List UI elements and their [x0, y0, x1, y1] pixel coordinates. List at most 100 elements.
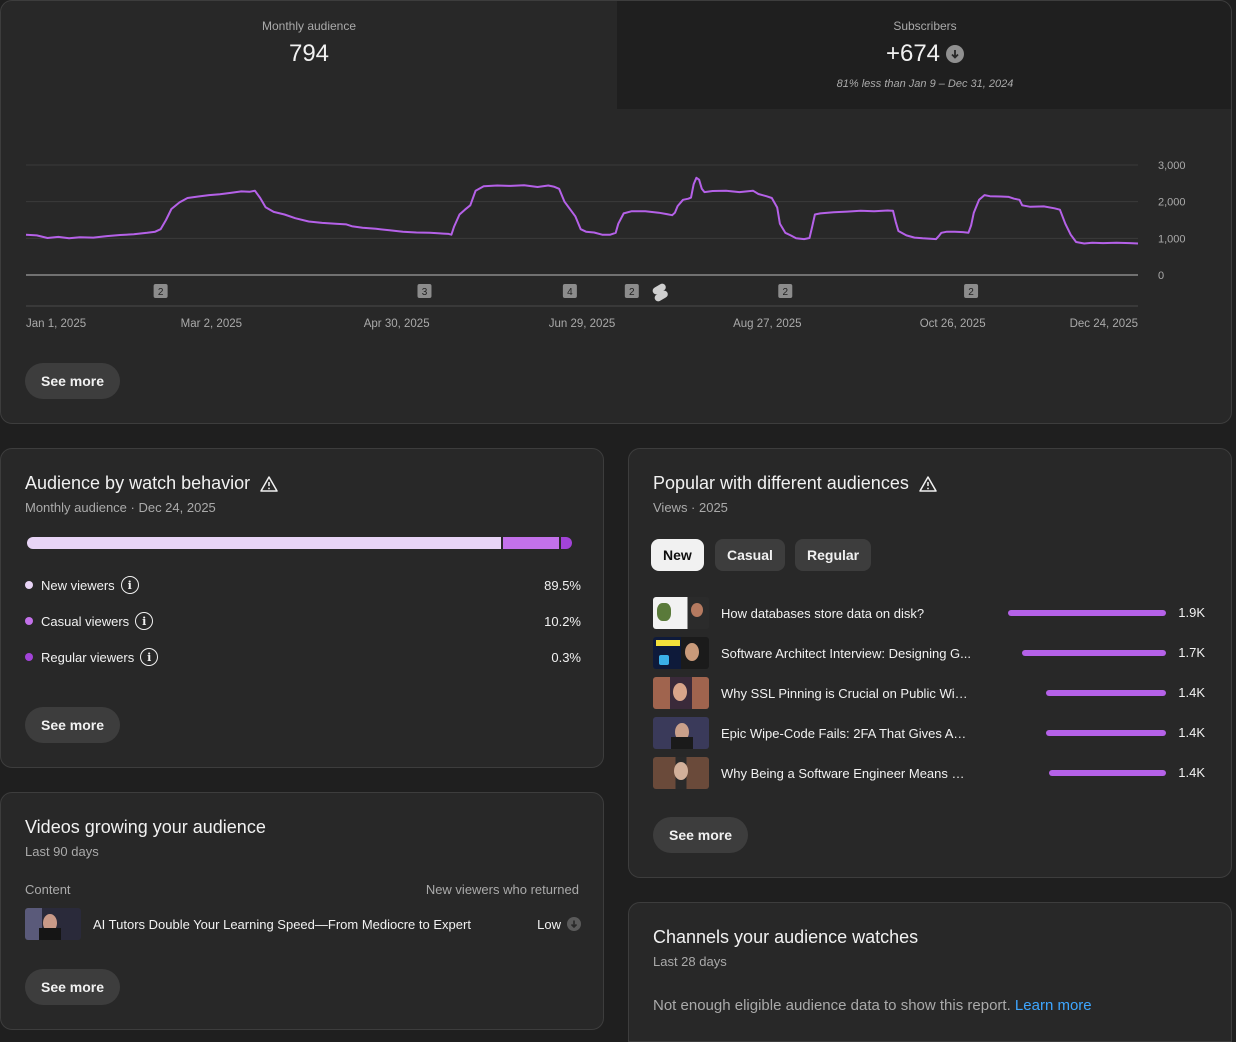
legend-label: Regular viewers	[41, 649, 135, 665]
series-line-monthly-audience[interactable]	[25, 176, 1139, 245]
legend-value: 0.3%	[551, 649, 581, 665]
video-thumbnail[interactable]	[653, 677, 709, 709]
legend-casual-viewers: Casual viewers i 10.2%	[25, 611, 581, 631]
views-bar-fill	[1049, 770, 1166, 776]
video-title[interactable]: Software Architect Interview: Designing …	[721, 645, 971, 661]
views-bar	[1008, 610, 1166, 616]
metric-tab-subscribers[interactable]: Subscribers +674 81% less than Jan 9 – D…	[617, 1, 1231, 109]
legend-label: New viewers	[41, 577, 115, 593]
x-tick-label: Oct 26, 2025	[920, 318, 986, 330]
views-value: 1.4K	[1178, 725, 1205, 740]
x-tick-label: Dec 24, 2025	[1070, 318, 1138, 330]
y-tick-label: 3,000	[1158, 160, 1186, 172]
card-subtitle: Last 90 days	[25, 844, 99, 859]
metric-label: Subscribers	[893, 19, 957, 33]
stacked-bar-segment-new-viewers[interactable]	[27, 537, 502, 549]
warning-icon[interactable]	[260, 475, 278, 493]
card-title: Audience by watch behavior	[25, 473, 278, 494]
info-icon[interactable]: i	[135, 612, 154, 630]
column-header-content: Content	[25, 882, 71, 897]
y-tick-label: 1,000	[1158, 233, 1186, 245]
upload-marker-count: 4	[567, 287, 573, 298]
stacked-bar-segment-regular-viewers[interactable]	[561, 537, 573, 549]
info-icon[interactable]: i	[140, 648, 159, 666]
video-title[interactable]: AI Tutors Double Your Learning Speed—Fro…	[93, 916, 471, 932]
views-bar-fill	[1045, 690, 1166, 696]
card-title: Channels your audience watches	[653, 927, 919, 947]
views-value: 1.4K	[1178, 685, 1205, 700]
legend-regular-viewers: Regular viewers i 0.3%	[25, 647, 581, 667]
popular-video-row[interactable]: Epic Wipe-Code Fails: 2FA That Gives Awa…	[653, 717, 1205, 749]
upload-marker[interactable]	[624, 284, 639, 298]
views-bar	[1008, 690, 1166, 696]
upload-marker-count: 2	[783, 287, 789, 298]
views-bar-fill	[1008, 610, 1166, 616]
y-tick-label: 0	[1158, 270, 1164, 282]
card-subtitle: Views · 2025	[653, 500, 728, 515]
channels-audience-watches-card: Channels your audience watches Last 28 d…	[628, 902, 1232, 1042]
upload-marker[interactable]	[417, 284, 432, 298]
chip-regular[interactable]: Regular	[795, 539, 872, 571]
upload-marker[interactable]	[778, 284, 793, 298]
x-tick-label: Aug 27, 2025	[733, 318, 801, 330]
see-more-button[interactable]: See more	[25, 363, 121, 399]
video-title[interactable]: How databases store data on disk?	[721, 605, 925, 621]
legend-value: 10.2%	[544, 613, 581, 629]
returned-level: Low	[537, 917, 581, 932]
upload-marker[interactable]	[964, 284, 979, 298]
see-more-button[interactable]: See more	[25, 707, 121, 743]
views-value: 1.7K	[1178, 645, 1205, 660]
upload-marker-count: 2	[629, 287, 635, 298]
views-bar-fill	[1022, 650, 1166, 656]
learn-more-link[interactable]: Learn more	[1014, 997, 1092, 1014]
legend-value: 89.5%	[544, 577, 581, 593]
views-bar	[1008, 770, 1166, 776]
popular-video-row[interactable]: Software Architect Interview: Designing …	[653, 637, 1205, 669]
y-tick-label: 2,000	[1158, 197, 1186, 209]
metric-comparison-note: 81% less than Jan 9 – Dec 31, 2024	[836, 78, 1014, 90]
chip-new[interactable]: New	[651, 539, 704, 571]
stacked-bar-segment-casual-viewers[interactable]	[503, 537, 560, 549]
legend-label: Casual viewers	[41, 613, 130, 629]
popular-video-row[interactable]: Why SSL Pinning is Crucial on Public WiF…	[653, 677, 1205, 709]
upload-marker[interactable]	[562, 284, 577, 298]
metric-label: Monthly audience	[261, 19, 357, 33]
legend-dot	[25, 581, 33, 589]
video-title[interactable]: Why SSL Pinning is Crucial on Public WiF…	[721, 685, 973, 701]
video-title[interactable]: Epic Wipe-Code Fails: 2FA That Gives Awa…	[721, 725, 973, 741]
video-title[interactable]: Why Being a Software Engineer Means Mi..…	[721, 765, 973, 781]
upload-marker[interactable]	[153, 284, 168, 298]
video-thumbnail[interactable]	[653, 597, 709, 629]
views-value: 1.4K	[1178, 765, 1205, 780]
card-title: Videos growing your audience	[25, 817, 266, 837]
chip-casual[interactable]: Casual	[715, 539, 785, 571]
legend-new-viewers: New viewers i 89.5%	[25, 575, 581, 595]
watch-behavior-stacked-bar[interactable]	[27, 537, 579, 549]
column-header-new-viewers-returned: New viewers who returned	[425, 882, 579, 897]
popular-with-different-audiences-card: Popular with different audiences Views ·…	[628, 448, 1232, 878]
metric-tab-monthly-audience[interactable]: Monthly audience 794	[1, 1, 617, 109]
card-subtitle: Monthly audience · Dec 24, 2025	[25, 500, 216, 515]
warning-icon[interactable]	[919, 475, 937, 493]
video-thumbnail[interactable]	[25, 908, 81, 940]
video-thumbnail[interactable]	[653, 637, 709, 669]
shorts-marker-icon[interactable]	[652, 283, 668, 302]
x-tick-label: Apr 30, 2025	[364, 318, 430, 330]
info-icon[interactable]: i	[120, 576, 139, 594]
arrow-down-icon	[946, 45, 965, 63]
video-thumbnail[interactable]	[653, 757, 709, 789]
metric-value: 794	[288, 40, 330, 67]
legend-dot	[25, 617, 33, 625]
views-bar	[1008, 650, 1166, 656]
growing-video-row[interactable]: AI Tutors Double Your Learning Speed—Fro…	[25, 908, 581, 940]
upload-marker-count: 2	[158, 287, 164, 298]
audience-overview-card: Monthly audience 794 Subscribers +674 81…	[0, 0, 1232, 424]
video-thumbnail[interactable]	[653, 717, 709, 749]
popular-video-row[interactable]: How databases store data on disk? 1.9K	[653, 597, 1205, 629]
popular-video-row[interactable]: Why Being a Software Engineer Means Mi..…	[653, 757, 1205, 789]
views-value: 1.9K	[1178, 605, 1205, 620]
x-tick-label: Jun 29, 2025	[549, 318, 616, 330]
audience-line-chart[interactable]: 3,000 2,000 1,000 0 2 3 4 2 2 2 Jan 1, 2025 Mar 2, …	[1, 141, 1232, 341]
see-more-button[interactable]: See more	[653, 817, 749, 853]
see-more-button[interactable]: See more	[25, 969, 121, 1005]
